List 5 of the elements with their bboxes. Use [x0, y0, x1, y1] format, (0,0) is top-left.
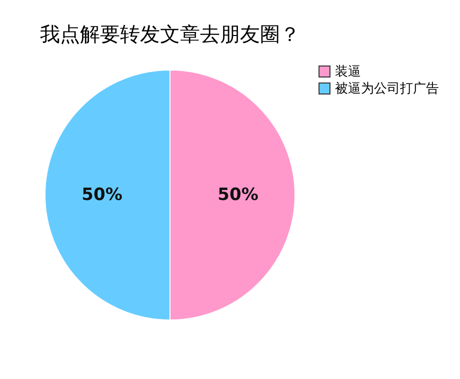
data-label: 50% — [82, 185, 122, 205]
data-label: 50% — [218, 185, 258, 205]
legend-label: 被逼为公司打广告 — [335, 82, 439, 96]
chart-title: 我点解要转发文章去朋友圈？ — [40, 22, 300, 46]
legend-label: 装逼 — [335, 64, 361, 80]
